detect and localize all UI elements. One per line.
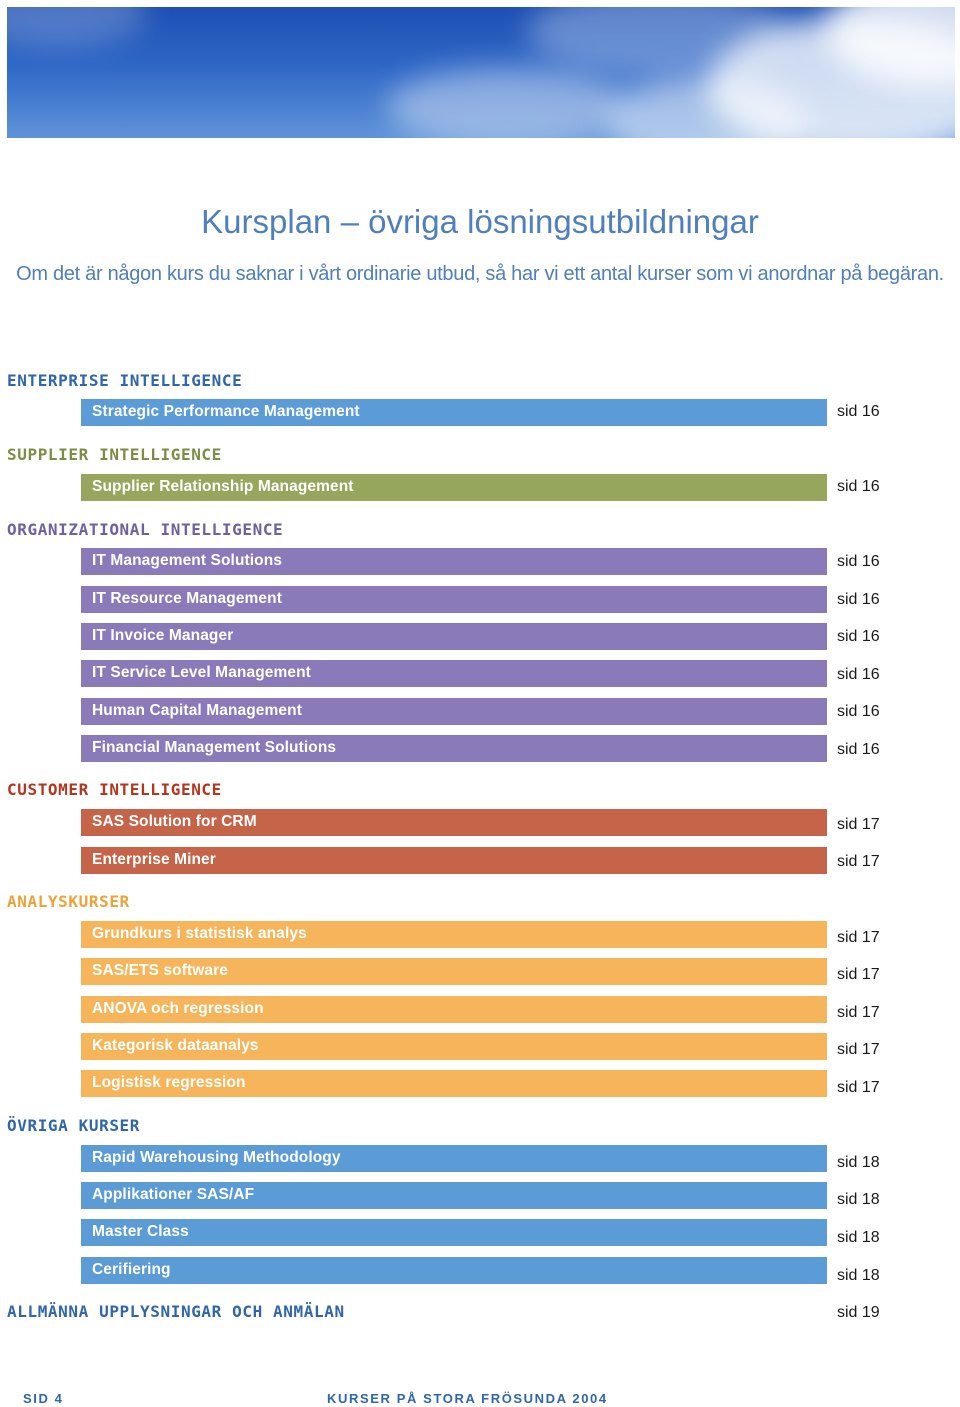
course-page: sid 16 [837, 553, 880, 570]
course-page: sid 17 [837, 853, 880, 870]
course-page: sid 16 [837, 591, 880, 608]
course-bar: Grundkurs i statistisk analys [81, 921, 827, 948]
course-page: sid 16 [837, 741, 880, 758]
section-heading-customer: CUSTOMER INTELLIGENCE [7, 780, 222, 799]
course-bar: Rapid Warehousing Methodology [81, 1145, 827, 1172]
course-bar: Human Capital Management [81, 698, 827, 725]
section-heading-organizational: ORGANIZATIONAL INTELLIGENCE [7, 520, 284, 539]
section-heading-general: ALLMÄNNA UPPLYSNINGAR OCH ANMÄLAN [7, 1302, 345, 1321]
course-bar: Kategorisk dataanalys [81, 1033, 827, 1060]
general-page: sid 19 [837, 1304, 880, 1321]
course-bar: Strategic Performance Management [81, 399, 827, 426]
page-title: Kursplan – övriga lösningsutbildningar [201, 203, 759, 240]
course-page: sid 16 [837, 628, 880, 645]
course-bar: IT Invoice Manager [81, 623, 827, 650]
section-heading-analys: ANALYSKURSER [7, 892, 130, 911]
sky-banner-image [7, 7, 955, 138]
page-subtitle: Om det är någon kurs du saknar i vårt or… [16, 263, 944, 285]
course-page: sid 16 [837, 666, 880, 683]
course-page: sid 18 [837, 1191, 880, 1208]
course-bar: IT Resource Management [81, 586, 827, 613]
section-heading-ovriga: ÖVRIGA KURSER [7, 1116, 141, 1135]
course-page: sid 17 [837, 929, 880, 946]
course-page: sid 17 [837, 1041, 880, 1058]
course-page: sid 17 [837, 1004, 880, 1021]
course-bar: Supplier Relationship Management [81, 474, 827, 501]
course-page: sid 18 [837, 1154, 880, 1171]
course-page: sid 16 [837, 403, 880, 420]
course-bar: Applikationer SAS/AF [81, 1182, 827, 1209]
course-bar: ANOVA och regression [81, 996, 827, 1023]
course-bar: Master Class [81, 1219, 827, 1246]
course-page: sid 16 [837, 478, 880, 495]
course-page: sid 17 [837, 966, 880, 983]
course-bar: IT Service Level Management [81, 660, 827, 687]
course-page: sid 18 [837, 1229, 880, 1246]
course-page: sid 17 [837, 1079, 880, 1096]
course-page: sid 16 [837, 703, 880, 720]
course-bar: Financial Management Solutions [81, 735, 827, 762]
course-page: sid 18 [837, 1267, 880, 1284]
course-bar: Logistisk regression [81, 1070, 827, 1097]
footer-publication: KURSER PÅ STORA FRÖSUNDA 2004 [327, 1391, 608, 1406]
course-page: sid 17 [837, 816, 880, 833]
course-bar: Enterprise Miner [81, 847, 827, 874]
course-bar: SAS Solution for CRM [81, 809, 827, 836]
course-bar: Cerifiering [81, 1257, 827, 1284]
section-heading-enterprise: ENTERPRISE INTELLIGENCE [7, 371, 243, 390]
course-bar: IT Management Solutions [81, 548, 827, 575]
course-bar: SAS/ETS software [81, 958, 827, 985]
section-heading-supplier: SUPPLIER INTELLIGENCE [7, 445, 222, 464]
footer-page-label: SID 4 [23, 1391, 64, 1406]
